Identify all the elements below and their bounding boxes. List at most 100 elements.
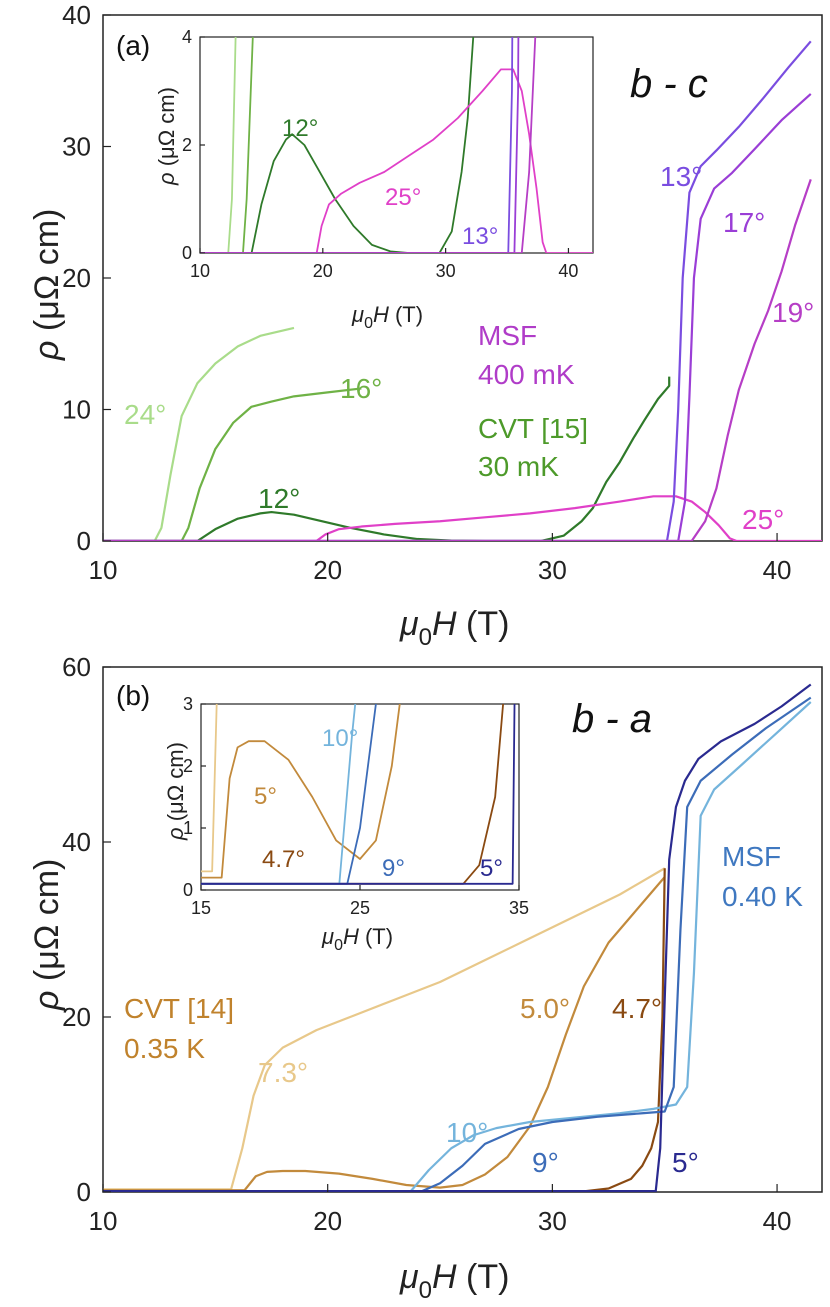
b-inset-xtick-label: 35 xyxy=(509,898,529,918)
a-series-17p-5 xyxy=(103,93,812,541)
panel-b-inset-series xyxy=(201,704,516,885)
a-series-13p-4 xyxy=(103,40,812,541)
a-inset-xtick-label: 40 xyxy=(558,261,578,281)
panel-a-inset-label-12deg: 12° xyxy=(282,115,318,142)
a-series-25p-3 xyxy=(103,495,822,541)
a-inset-series-24p-0 xyxy=(200,37,237,253)
panel-b-inset-xticks: 15 25 35 xyxy=(191,885,529,918)
panel-b-ylabel: ρ (μΩ cm) xyxy=(28,859,66,1011)
a-ytick-label: 10 xyxy=(62,395,91,425)
panel-b-inset-label-4p7deg: 4.7° xyxy=(262,846,305,873)
panel-b-inset-yticks: 0 1 2 3 xyxy=(183,694,206,900)
panel-b-inset-frame xyxy=(200,703,520,891)
a-inset-xtick-label: 10 xyxy=(190,261,210,281)
b-series-5p0p-1 xyxy=(103,876,666,1192)
a-inset-series-19p-6 xyxy=(200,37,537,253)
a-inset-ytick-label: 4 xyxy=(182,27,192,47)
b-ytick-label: 40 xyxy=(62,827,91,857)
panel-b-label-7p3deg: 7.3° xyxy=(258,1057,308,1088)
b-inset-xtick-label: 15 xyxy=(191,898,211,918)
panel-a-inset-series xyxy=(200,37,593,253)
panel-a-inset-label-25deg: 25° xyxy=(385,184,421,211)
a-series-12p-2 xyxy=(103,376,671,541)
panel-a-xlabel: μ0H (T) xyxy=(399,605,509,651)
b-inset-series-5p0p-1 xyxy=(201,704,401,879)
b-inset-xtick-label: 25 xyxy=(350,898,370,918)
panel-a-legend-cvt: CVT [15] xyxy=(478,413,588,444)
a-ytick-label: 40 xyxy=(62,0,91,30)
panel-b-inset-label-9deg: 9° xyxy=(382,855,405,882)
panel-b-label-9deg: 9° xyxy=(532,1147,559,1178)
a-ytick-label: 20 xyxy=(62,263,91,293)
panel-b-inset-label-10deg: 10° xyxy=(322,725,358,752)
panel-b-inset-ylabel: ρ (μΩ cm) xyxy=(163,742,188,841)
panel-b-inset-xlabel: μ0H (T) xyxy=(321,924,393,954)
b-series-5p-5 xyxy=(103,683,812,1192)
panel-b-legend-msf-temp: 0.40 K xyxy=(722,881,803,912)
panel-b-legend-msf: MSF xyxy=(722,841,781,872)
panel-a-label-12deg: 12° xyxy=(258,483,300,514)
panel-b-legend-cvt: CVT [14] xyxy=(124,993,234,1024)
a-series-24p-0 xyxy=(103,326,295,541)
panel-b-yticks: 0 20 40 60 xyxy=(62,652,111,1207)
panel-a-label-19deg: 19° xyxy=(772,297,814,328)
b-series-7p3p-0 xyxy=(103,867,666,1191)
a-ytick-label: 0 xyxy=(77,526,91,556)
panel-b-inset-label-5deg: 5° xyxy=(254,783,277,810)
panel-b-inset: 15 25 35 0 1 2 3 μ0H (T) ρ (μΩ cm) 10° 5° 4.7… xyxy=(163,694,529,954)
b-xtick-label: 40 xyxy=(763,1206,792,1236)
a-series-16p-1 xyxy=(103,387,362,541)
panel-b-orientation: b - a xyxy=(572,697,652,741)
panel-a-inset-xlabel: μ0H (T) xyxy=(351,302,423,332)
panel-b-legend-cvt-temp: 0.35 K xyxy=(124,1033,205,1064)
panel-a-label-13deg: 13° xyxy=(660,161,702,192)
a-inset-xtick-label: 20 xyxy=(313,261,333,281)
b-inset-ytick-label: 1 xyxy=(183,818,193,838)
a-inset-series-16p-1 xyxy=(200,37,254,253)
panel-a-xticks: 10 20 30 40 xyxy=(89,533,792,585)
panel-a-inset-yticks: 0 2 4 xyxy=(182,27,205,263)
a-xtick-label: 30 xyxy=(538,555,567,585)
panel-b-xticks: 10 20 30 40 xyxy=(89,1184,792,1236)
a-series-19p-6 xyxy=(103,179,812,541)
a-inset-series-12p-2 xyxy=(200,37,475,253)
panel-b-label-5p0deg: 5.0° xyxy=(520,993,570,1024)
a-inset-ytick-label: 2 xyxy=(182,135,192,155)
panel-a-label-25deg: 25° xyxy=(742,504,784,535)
a-xtick-label: 10 xyxy=(89,555,118,585)
panel-a-label: (a) xyxy=(116,30,150,61)
panel-a-legend-msf: MSF xyxy=(478,320,537,351)
panel-b-series-group xyxy=(103,683,812,1192)
b-inset-ytick-label: 2 xyxy=(183,756,193,776)
b-xtick-label: 20 xyxy=(313,1206,342,1236)
panel-a-yticks: 0 10 20 30 40 xyxy=(62,0,111,556)
b-inset-series-9p-4 xyxy=(201,704,377,885)
panel-a-inset: 10 20 30 40 0 2 4 μ0H (T) ρ (μΩ cm) 12° 25° 1… xyxy=(154,27,594,332)
a-xtick-label: 20 xyxy=(313,555,342,585)
panel-b-label-4p7deg: 4.7° xyxy=(612,993,662,1024)
b-ytick-label: 20 xyxy=(62,1002,91,1032)
panel-a-ylabel: ρ (μΩ cm) xyxy=(28,209,66,361)
panel-b-inset-label-5deg-blue: 5° xyxy=(480,855,503,882)
panel-a-label-24deg: 24° xyxy=(124,399,166,430)
b-ytick-label: 0 xyxy=(77,1177,91,1207)
b-series-10p-3 xyxy=(103,701,812,1192)
a-inset-xtick-label: 30 xyxy=(436,261,456,281)
panel-b-label: (b) xyxy=(116,680,150,711)
panel-a-series-group xyxy=(103,40,822,541)
b-series-9p-4 xyxy=(103,696,812,1192)
a-inset-ytick-label: 0 xyxy=(182,243,192,263)
panel-a-label-16deg: 16° xyxy=(340,373,382,404)
panel-a-inset-ylabel: ρ (μΩ cm) xyxy=(154,87,179,186)
panel-b-label-10deg: 10° xyxy=(446,1117,488,1148)
panel-a-label-17deg: 17° xyxy=(723,207,765,238)
b-inset-ytick-label: 0 xyxy=(183,880,193,900)
a-ytick-label: 30 xyxy=(62,132,91,162)
panel-b-xlabel: μ0H (T) xyxy=(399,1258,509,1304)
panel-a-legend-cvt-temp: 30 mK xyxy=(478,451,559,482)
a-inset-series-13p-4 xyxy=(200,37,514,253)
panel-a-inset-label-13deg: 13° xyxy=(462,223,498,250)
